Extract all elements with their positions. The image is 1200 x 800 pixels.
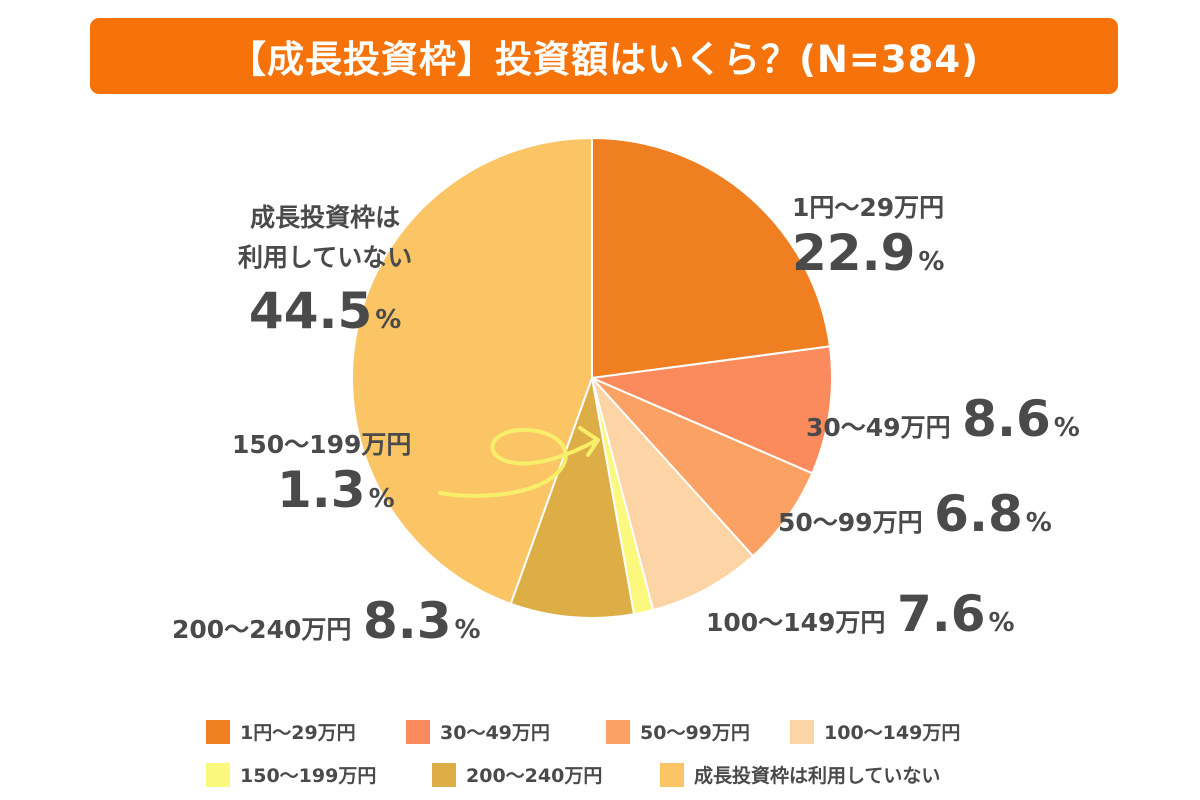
label-slice-3-category: 50〜99万円 <box>778 508 923 537</box>
legend-swatch-2 <box>406 719 430 744</box>
label-slice-5-unit: % <box>368 484 395 514</box>
legend-item-6: 200〜240万円 <box>432 761 602 788</box>
label-slice-5-category: 150〜199万円 <box>232 430 412 459</box>
label-slice-7-category-line2: 利用していない <box>238 243 413 272</box>
pie-slice-2 <box>588 345 833 475</box>
legend-swatch-7 <box>660 762 684 787</box>
legend-swatch-6 <box>432 762 456 787</box>
label-slice-5: 150〜199万円 1.3% <box>232 425 411 519</box>
pie-slice-6 <box>509 374 636 619</box>
label-slice-7: 成長投資枠は 利用していない 44.5% <box>238 198 412 340</box>
pie-slice-4 <box>591 377 755 612</box>
legend-label-4: 100〜149万円 <box>824 722 961 744</box>
label-slice-1: 1円〜29万円 22.9% <box>792 188 944 282</box>
label-slice-6-value: 8.3 <box>362 592 452 650</box>
label-slice-7-unit: % <box>375 305 402 335</box>
legend-label-2: 30〜49万円 <box>440 722 550 744</box>
legend-label-3: 50〜99万円 <box>640 722 750 744</box>
label-slice-3-unit: % <box>1025 508 1052 538</box>
legend-label-5: 150〜199万円 <box>240 765 377 787</box>
label-slice-6: 200〜240万円 8.3% <box>172 592 481 650</box>
label-slice-5-value: 1.3 <box>277 461 366 519</box>
label-slice-2-value: 8.6 <box>962 390 1051 448</box>
label-slice-4-unit: % <box>988 608 1015 638</box>
legend-item-2: 30〜49万円 <box>406 718 550 745</box>
legend-swatch-1 <box>206 719 230 744</box>
legend-item-1: 1円〜29万円 <box>206 718 356 745</box>
legend-label-7: 成長投資枠は利用していない <box>694 765 941 787</box>
label-slice-4: 100〜149万円 7.6% <box>706 585 1015 643</box>
pie-slice-1 <box>591 136 832 380</box>
label-slice-1-unit: % <box>918 247 945 277</box>
label-slice-7-category-line1: 成長投資枠は <box>250 203 401 232</box>
label-slice-1-value: 22.9 <box>792 224 916 282</box>
label-slice-3-value: 6.8 <box>934 485 1023 543</box>
legend-label-6: 200〜240万円 <box>466 765 603 787</box>
chart-title-bar: 【成長投資枠】投資額はいくら？(N=384) <box>90 18 1118 94</box>
chart-title: 【成長投資枠】投資額はいくら？(N=384) <box>228 38 980 81</box>
label-slice-1-category: 1円〜29万円 <box>792 193 945 222</box>
label-slice-2: 30〜49万円 8.6% <box>806 390 1080 448</box>
label-slice-7-value: 44.5 <box>248 282 373 340</box>
label-slice-4-category: 100〜149万円 <box>706 608 886 637</box>
legend-item-7: 成長投資枠は利用していない <box>660 761 940 788</box>
label-slice-6-unit: % <box>454 615 481 645</box>
legend-item-5: 150〜199万円 <box>206 761 376 788</box>
label-slice-4-value: 7.6 <box>896 585 986 643</box>
pointer-arrowhead <box>578 426 600 457</box>
label-slice-3: 50〜99万円 6.8% <box>778 485 1052 543</box>
legend-item-3: 50〜99万円 <box>606 718 750 745</box>
label-slice-2-unit: % <box>1053 413 1080 443</box>
legend-label-1: 1円〜29万円 <box>240 722 356 744</box>
pointer-arrow <box>438 427 599 498</box>
legend-swatch-4 <box>790 719 814 744</box>
legend-item-4: 100〜149万円 <box>790 718 960 745</box>
label-slice-6-category: 200〜240万円 <box>172 615 352 644</box>
label-slice-2-category: 30〜49万円 <box>806 413 951 442</box>
legend-swatch-3 <box>606 719 630 744</box>
legend-swatch-5 <box>206 762 230 787</box>
